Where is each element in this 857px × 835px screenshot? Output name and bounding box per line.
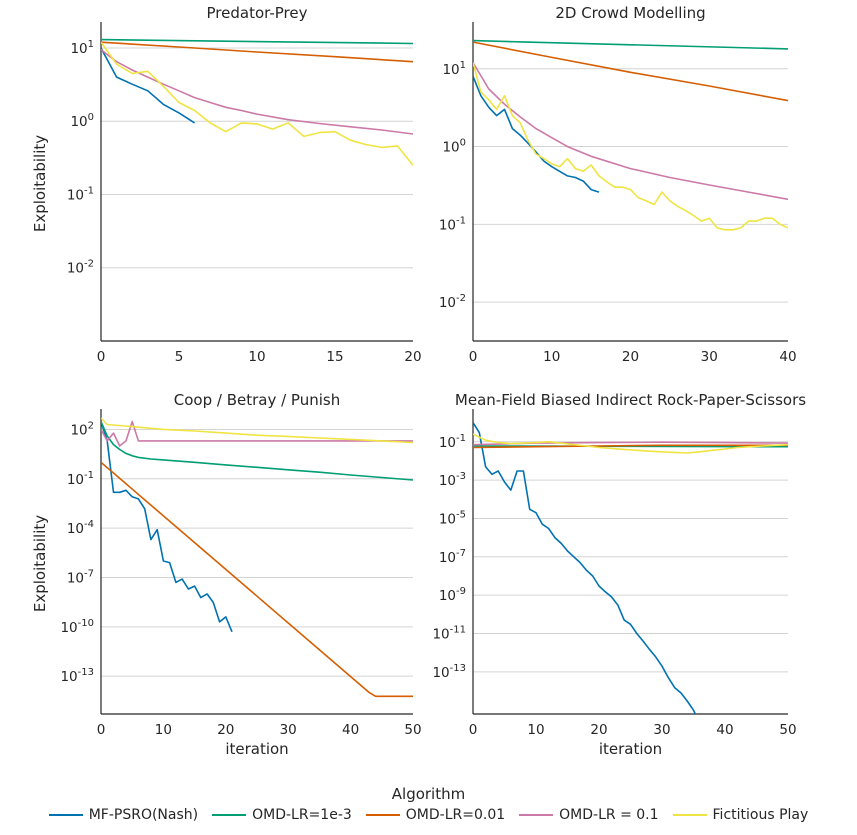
x-tick-label: 40	[779, 349, 796, 365]
series-line	[473, 433, 788, 454]
series-line	[101, 48, 413, 135]
series-line	[101, 38, 413, 45]
x-tick-label: 50	[779, 722, 796, 738]
y-tick-label: 10-3	[439, 471, 466, 489]
y-tick-label: 10-7	[67, 568, 94, 586]
legend-item: OMD-LR = 0.1	[519, 807, 659, 823]
x-tick-label: 5	[175, 349, 184, 365]
series-line	[473, 444, 788, 449]
y-tick-label: 101	[70, 39, 94, 57]
series-line	[101, 461, 413, 698]
y-tick-label: 10-13	[60, 667, 94, 685]
x-tick-label: 30	[701, 349, 718, 365]
x-tick-label: 50	[404, 722, 421, 738]
panel-title: Mean-Field Biased Indirect Rock-Paper-Sc…	[455, 391, 806, 409]
y-tick-label: 10-9	[439, 586, 466, 604]
panel-title: Predator-Prey	[207, 4, 308, 22]
legend-item: OMD-LR=1e-3	[212, 807, 352, 823]
x-tick-label: 10	[248, 349, 265, 365]
y-tick-label: 10-1	[67, 470, 94, 488]
series-line	[101, 421, 413, 481]
x-tick-label: 40	[716, 722, 733, 738]
x-tick-label: 20	[590, 722, 607, 738]
series-line	[473, 62, 788, 231]
y-tick-label: 10-13	[432, 663, 466, 681]
x-axis-label: iteration	[599, 740, 662, 758]
legend-item: OMD-LR=0.01	[365, 807, 506, 823]
legend-title: Algorithm	[391, 785, 466, 803]
x-tick-label: 10	[527, 722, 544, 738]
series-line	[101, 420, 413, 447]
series-line	[101, 417, 413, 444]
panel-title: Coop / Betray / Punish	[174, 391, 340, 409]
series-line	[473, 39, 788, 50]
panel-title: 2D Crowd Modelling	[555, 4, 705, 22]
y-tick-label: 10-1	[439, 215, 466, 233]
series-line	[101, 41, 413, 166]
legend-items: MF-PSRO(Nash) OMD-LR=1e-3 OMD-LR=0.01 OM…	[0, 807, 857, 823]
series-line	[473, 41, 788, 102]
legend: Algorithm MF-PSRO(Nash) OMD-LR=1e-3 OMD-…	[0, 785, 857, 823]
series-line	[101, 421, 233, 633]
x-tick-label: 30	[653, 722, 670, 738]
y-axis-label: Exploitability	[31, 515, 49, 612]
series-line	[101, 41, 413, 63]
series-line	[473, 422, 697, 714]
x-tick-label: 20	[622, 349, 639, 365]
y-tick-label: 10-11	[432, 624, 466, 642]
legend-swatch	[212, 814, 247, 816]
x-tick-label: 10	[155, 722, 172, 738]
chart-panel: 10-2 10-1 100 101 0 5 10 15 20 Predator-Prey Explo…	[31, 4, 422, 365]
x-tick-label: 30	[280, 722, 297, 738]
x-tick-label: 0	[469, 722, 478, 738]
legend-label: Fictitious Play	[712, 807, 809, 823]
y-tick-label: 10-7	[439, 548, 466, 566]
series-group	[473, 422, 788, 714]
x-tick-label: 0	[97, 722, 106, 738]
legend-swatch	[48, 814, 83, 816]
series-line	[101, 47, 196, 124]
legend-label: OMD-LR=1e-3	[252, 807, 352, 823]
series-group	[473, 39, 788, 231]
series-line	[473, 62, 788, 201]
legend-label: OMD-LR = 0.1	[559, 807, 659, 823]
y-tick-label: 10-4	[67, 519, 94, 537]
y-tick-label: 10-1	[439, 433, 466, 451]
y-tick-label: 100	[442, 138, 466, 156]
series-line	[473, 75, 600, 193]
x-tick-label: 15	[326, 349, 343, 365]
series-group	[101, 38, 413, 166]
legend-label: OMD-LR=0.01	[405, 807, 506, 823]
x-axis-label: iteration	[225, 740, 288, 758]
y-tick-label: 10-1	[67, 185, 94, 203]
legend-item: Fictitious Play	[672, 807, 809, 823]
y-tick-label: 100	[70, 112, 94, 130]
x-tick-label: 10	[543, 349, 560, 365]
y-tick-label: 10-5	[439, 509, 466, 527]
legend-swatch	[672, 814, 707, 816]
legend-label: MF-PSRO(Nash)	[88, 807, 199, 823]
y-tick-label: 10-2	[439, 293, 466, 311]
chart-panel: 10-13 10-11 10-9 10-7 10-5 10-3 10-1 0 10 20 30 40 5…	[432, 391, 806, 758]
legend-swatch	[365, 814, 400, 816]
series-group	[101, 417, 413, 698]
y-tick-label: 101	[442, 60, 466, 78]
y-axis-label: Exploitability	[31, 135, 49, 232]
x-tick-label: 20	[404, 349, 421, 365]
y-tick-label: 102	[70, 420, 94, 438]
legend-swatch	[519, 814, 554, 816]
y-tick-label: 10-10	[60, 618, 94, 636]
legend-item: MF-PSRO(Nash)	[48, 807, 199, 823]
x-tick-label: 20	[217, 722, 234, 738]
x-tick-label: 0	[97, 349, 106, 365]
x-tick-label: 40	[342, 722, 359, 738]
x-tick-label: 0	[469, 349, 478, 365]
y-tick-label: 10-2	[67, 259, 94, 277]
